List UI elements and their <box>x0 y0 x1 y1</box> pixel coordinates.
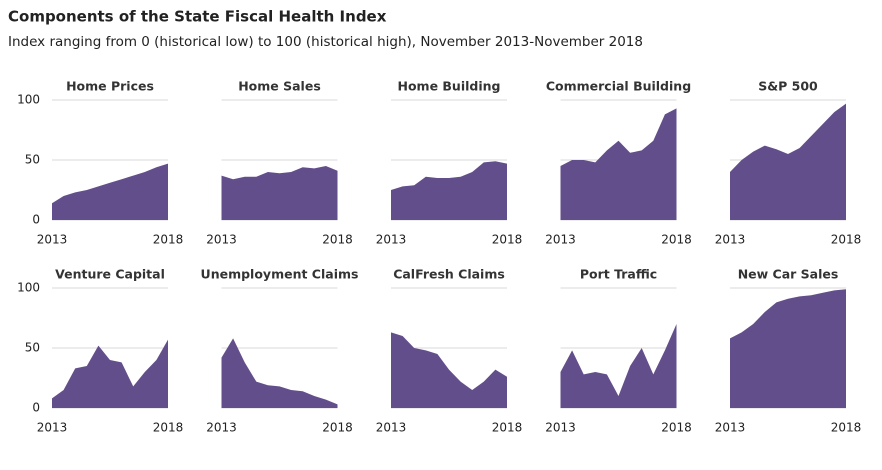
x-tick-label: 2013 <box>715 233 746 247</box>
x-tick-label: 2018 <box>661 421 692 435</box>
chart-title: Components of the State Fiscal Health In… <box>8 8 387 26</box>
x-tick-label: 2013 <box>715 421 746 435</box>
x-tick-label: 2018 <box>831 421 862 435</box>
x-tick-label: 2013 <box>206 421 237 435</box>
x-tick-label: 2013 <box>37 421 68 435</box>
panel-title: Venture Capital <box>55 267 165 282</box>
x-tick-label: 2018 <box>492 421 523 435</box>
area <box>52 163 168 220</box>
x-tick-label: 2013 <box>37 233 68 247</box>
area <box>391 332 507 408</box>
panel-title: New Car Sales <box>738 267 839 282</box>
panel-title: Unemployment Claims <box>201 267 359 282</box>
x-tick-label: 2013 <box>206 233 237 247</box>
panel-title: Home Building <box>398 79 501 94</box>
x-tick-label: 2013 <box>376 233 407 247</box>
panel-title: S&P 500 <box>758 79 818 94</box>
area <box>730 103 846 220</box>
panel-title: CalFresh Claims <box>393 267 505 282</box>
x-tick-label: 2018 <box>661 233 692 247</box>
x-tick-label: 2013 <box>545 421 576 435</box>
area <box>730 289 846 408</box>
x-tick-label: 2018 <box>322 233 353 247</box>
panel-title: Port Traffic <box>580 267 657 282</box>
x-tick-label: 2018 <box>322 421 353 435</box>
x-tick-label: 2013 <box>545 233 576 247</box>
area <box>560 324 677 408</box>
area <box>560 108 677 220</box>
y-tick-label: 50 <box>25 341 40 355</box>
panel-title: Commercial Building <box>546 79 691 94</box>
y-tick-label: 0 <box>32 401 40 415</box>
area <box>391 161 507 220</box>
y-tick-label: 0 <box>32 213 40 227</box>
area <box>221 166 338 220</box>
area <box>52 339 168 408</box>
y-tick-label: 50 <box>25 153 40 167</box>
x-tick-label: 2018 <box>492 233 523 247</box>
y-tick-label: 100 <box>17 93 40 107</box>
chart-subtitle: Index ranging from 0 (historical low) to… <box>8 34 643 50</box>
area <box>221 338 338 408</box>
x-tick-label: 2018 <box>831 233 862 247</box>
x-tick-label: 2013 <box>376 421 407 435</box>
x-tick-label: 2018 <box>153 233 184 247</box>
y-tick-label: 100 <box>17 281 40 295</box>
panel-title: Home Sales <box>238 79 321 94</box>
x-tick-label: 2018 <box>153 421 184 435</box>
panel-title: Home Prices <box>66 79 154 94</box>
